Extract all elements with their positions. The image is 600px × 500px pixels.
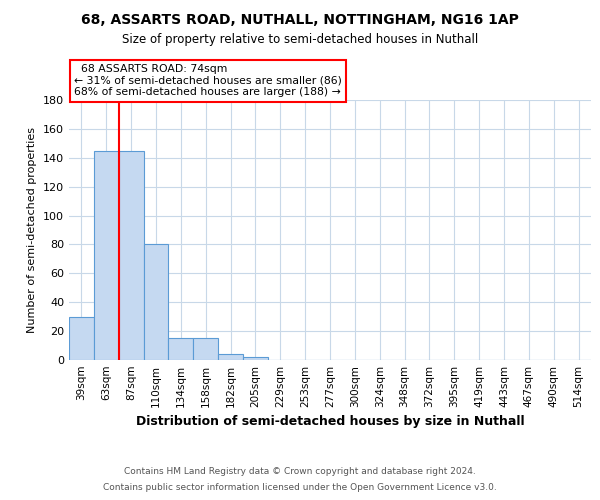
Y-axis label: Number of semi-detached properties: Number of semi-detached properties — [28, 127, 37, 333]
X-axis label: Distribution of semi-detached houses by size in Nuthall: Distribution of semi-detached houses by … — [136, 416, 524, 428]
Text: Contains HM Land Registry data © Crown copyright and database right 2024.: Contains HM Land Registry data © Crown c… — [124, 467, 476, 476]
Text: 68, ASSARTS ROAD, NUTHALL, NOTTINGHAM, NG16 1AP: 68, ASSARTS ROAD, NUTHALL, NOTTINGHAM, N… — [81, 12, 519, 26]
Bar — [169, 338, 193, 360]
Bar — [218, 354, 243, 360]
Text: Contains public sector information licensed under the Open Government Licence v3: Contains public sector information licen… — [103, 484, 497, 492]
Bar — [143, 244, 169, 360]
Bar — [94, 150, 119, 360]
Bar — [243, 357, 268, 360]
Text: Size of property relative to semi-detached houses in Nuthall: Size of property relative to semi-detach… — [122, 32, 478, 46]
Bar — [193, 338, 218, 360]
Bar — [69, 316, 94, 360]
Text: 68 ASSARTS ROAD: 74sqm
← 31% of semi-detached houses are smaller (86)
68% of sem: 68 ASSARTS ROAD: 74sqm ← 31% of semi-det… — [74, 64, 342, 98]
Bar — [119, 150, 143, 360]
